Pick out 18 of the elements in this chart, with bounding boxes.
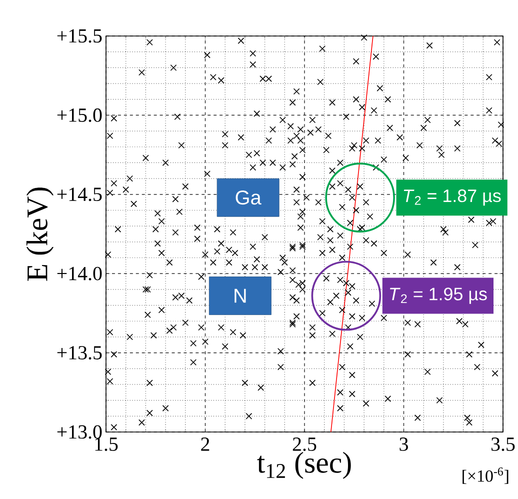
y-axis-title: E (keV) bbox=[26, 188, 54, 281]
annotation: N bbox=[234, 288, 246, 303]
x-tick-label: 2.5 bbox=[292, 438, 316, 451]
x-tick-label: 3 bbox=[400, 438, 408, 451]
y-tick-label: +15.5 bbox=[57, 29, 102, 43]
x-tick-label: 3.5 bbox=[492, 438, 515, 451]
annotation: T$_{2}$ = 1.87 µs bbox=[404, 189, 501, 206]
y-tick-label: +15.0 bbox=[57, 108, 102, 122]
y-tick-label: +14.5 bbox=[57, 188, 102, 202]
annotation: T$_{2}$ = 1.95 µs bbox=[390, 288, 487, 304]
x-axis-title: t$_{12}$ (sec) bbox=[257, 452, 351, 479]
annotation: Ga bbox=[236, 190, 262, 205]
y-tick-label: +13.5 bbox=[57, 346, 102, 360]
x-tick-label: 2 bbox=[201, 438, 210, 451]
text: [×10$^{-6}$] bbox=[462, 468, 508, 484]
y-tick-label: +13.0 bbox=[57, 425, 102, 439]
y-tick-label: +14.0 bbox=[57, 266, 102, 280]
x-tick-label: 1.5 bbox=[95, 438, 118, 451]
